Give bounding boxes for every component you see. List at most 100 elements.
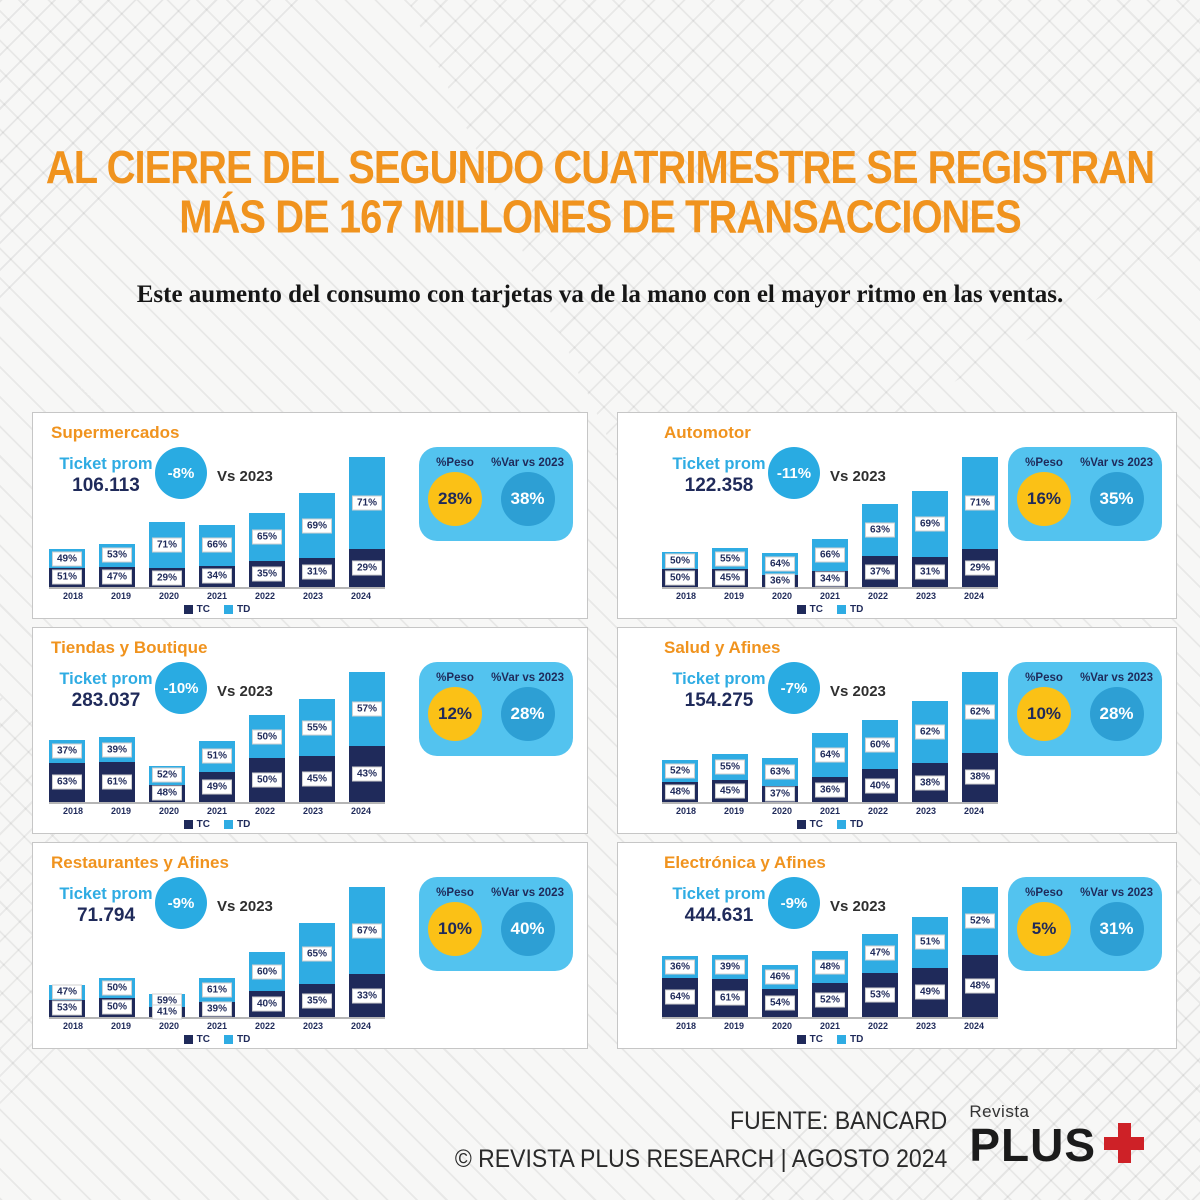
tc-value-label: 64% [664, 989, 696, 1005]
td-value-label: 60% [251, 964, 283, 979]
tc-value-label: 48% [151, 785, 183, 801]
td-segment: 55% [712, 753, 748, 781]
bar-2018: 50% 50% [662, 551, 698, 587]
tc-segment: 54% [762, 988, 798, 1017]
panel-restaurantes-y-afines: Restaurantes y Afines Ticket prom 71.794 -9… [32, 842, 588, 1049]
td-value-label: 48% [814, 959, 846, 975]
legend-item-td: TD [224, 604, 250, 615]
tc-segment: 47% [99, 566, 135, 587]
td-segment: 66% [812, 538, 848, 571]
td-segment: 46% [762, 965, 798, 989]
td-segment: 50% [249, 714, 285, 759]
ticket-prom-block: Ticket prom 154.275 [654, 670, 784, 712]
tc-segment: 38% [962, 752, 998, 802]
legend-item-td: TD [224, 1034, 250, 1045]
legend-item-td: TD [837, 1034, 863, 1045]
legend-item-td: TD [837, 604, 863, 615]
charts-grid: Supermercados Ticket prom 106.113 -8% Vs 202… [32, 412, 1177, 1049]
bar-2021: 64% 36% [812, 733, 848, 802]
legend-item-td: TD [837, 819, 863, 830]
td-value-label: 57% [351, 701, 383, 717]
legend-label: TC [196, 819, 210, 830]
td-swatch-icon [224, 820, 233, 829]
panel-title: Supermercados [51, 423, 180, 442]
peso-column: %Peso 5% [1017, 887, 1072, 956]
tc-swatch-icon [796, 605, 806, 614]
td-value-label: 55% [714, 759, 746, 775]
revista-plus-logo: Revista PLUS [969, 1103, 1144, 1168]
tc-value-label: 49% [201, 779, 233, 795]
tc-value-label: 61% [101, 774, 133, 790]
ticket-prom-label: Ticket prom [59, 670, 153, 688]
bar-2019: 50% 50% [99, 978, 135, 1017]
year-label: 2020 [771, 591, 793, 601]
tc-value-label: 36% [814, 782, 846, 798]
var-label: %Var vs 2023 [491, 672, 564, 684]
year-label: 2022 [254, 1021, 276, 1031]
td-segment: 52% [662, 760, 698, 783]
year-label: 2023 [302, 1021, 324, 1031]
vs-2023-label: Vs 2023 [830, 683, 886, 700]
summary-card: %Peso 10% %Var vs 2023 28% [1008, 662, 1162, 756]
vs-change-badge: -8% [155, 447, 207, 499]
panel-automotor: Automotor Ticket prom 122.358 -11% Vs 2023 50… [617, 412, 1177, 619]
tc-segment: 48% [149, 784, 185, 802]
tc-segment: 36% [762, 573, 798, 589]
var-label: %Var vs 2023 [491, 457, 564, 469]
var-value-circle: 31% [1089, 902, 1144, 956]
tc-value-label: 29% [351, 560, 383, 576]
td-segment: 52% [962, 887, 998, 955]
legend-label: TD [237, 604, 251, 615]
tc-value-label: 41% [151, 1004, 183, 1020]
td-value-label: 51% [914, 934, 946, 950]
year-label: 2022 [867, 591, 889, 601]
bar-2020: 59% 41% [149, 993, 185, 1020]
peso-value-circle: 5% [1017, 902, 1072, 956]
panel-title: Automotor [664, 423, 751, 442]
bar-2024: 57% 43% [349, 672, 385, 802]
var-column: %Var vs 2023 38% [491, 457, 564, 526]
tc-value-label: 50% [664, 570, 696, 586]
bar-2022: 47% 53% [862, 933, 898, 1017]
x-axis-labels: 2018 2019 2020 2021 2022 2023 2024 [49, 806, 385, 816]
year-label: 2021 [206, 1021, 228, 1031]
var-label: %Var vs 2023 [1080, 672, 1153, 684]
x-axis-labels: 2018 2019 2020 2021 2022 2023 2024 [49, 1021, 385, 1031]
legend-item-tc: TC [183, 819, 210, 830]
tc-value-label: 35% [251, 566, 283, 582]
td-segment: 71% [149, 522, 185, 569]
legend-label: TD [237, 819, 251, 830]
bar-2020: 52% 48% [149, 765, 185, 802]
td-segment: 62% [962, 672, 998, 753]
tc-segment: 61% [712, 978, 748, 1017]
td-segment: 51% [912, 916, 948, 968]
var-column: %Var vs 2023 28% [1080, 672, 1153, 741]
tc-swatch-icon [796, 820, 806, 829]
var-value-circle: 28% [1089, 687, 1144, 741]
tc-segment: 34% [812, 570, 848, 587]
tc-segment: 48% [962, 954, 998, 1017]
legend: TC TD [662, 604, 998, 615]
td-value-label: 63% [864, 522, 896, 538]
tc-segment: 29% [149, 568, 185, 587]
year-label: 2020 [771, 1021, 793, 1031]
year-label: 2020 [158, 806, 180, 816]
panel-electronica-y-afines: Electrónica y Afines Ticket prom 444.631 -9… [617, 842, 1177, 1049]
td-segment: 69% [299, 493, 335, 558]
bar-2022: 63% 37% [862, 503, 898, 587]
tc-segment: 49% [912, 967, 948, 1017]
ticket-prom-block: Ticket prom 71.794 [41, 885, 171, 927]
bar-2023: 55% 45% [299, 699, 335, 802]
tc-value-label: 45% [714, 783, 746, 799]
tc-value-label: 54% [764, 995, 796, 1011]
year-label: 2018 [675, 806, 697, 816]
legend-item-tc: TC [796, 604, 823, 615]
bar-2020: 63% 37% [762, 757, 798, 802]
peso-label: %Peso [436, 887, 474, 899]
tc-segment: 38% [912, 763, 948, 802]
tc-segment: 61% [99, 762, 135, 802]
bar-2024: 71% 29% [962, 457, 998, 587]
tc-value-label: 52% [814, 992, 846, 1008]
bar-2023: 65% 35% [299, 923, 335, 1017]
year-label: 2020 [158, 1021, 180, 1031]
